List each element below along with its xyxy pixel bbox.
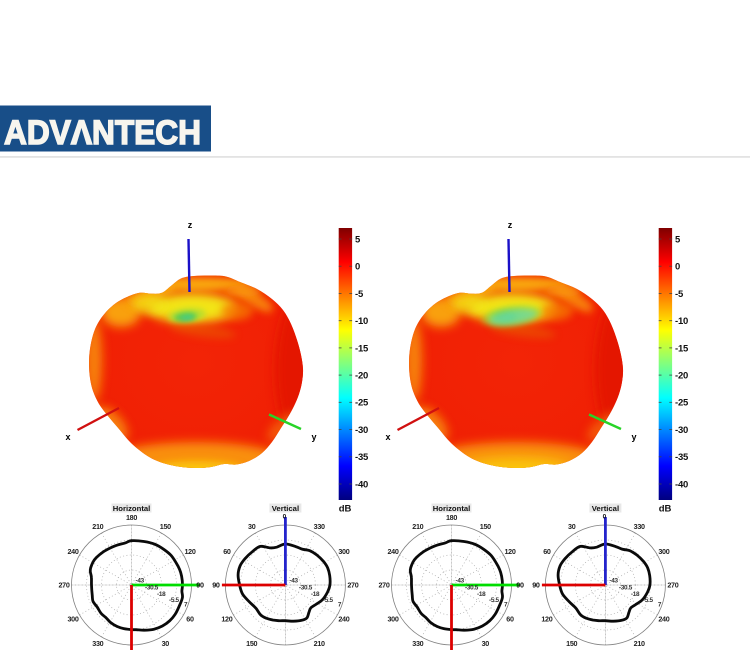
svg-text:ADVΛNTECH: ADVΛNTECH [4,114,201,152]
